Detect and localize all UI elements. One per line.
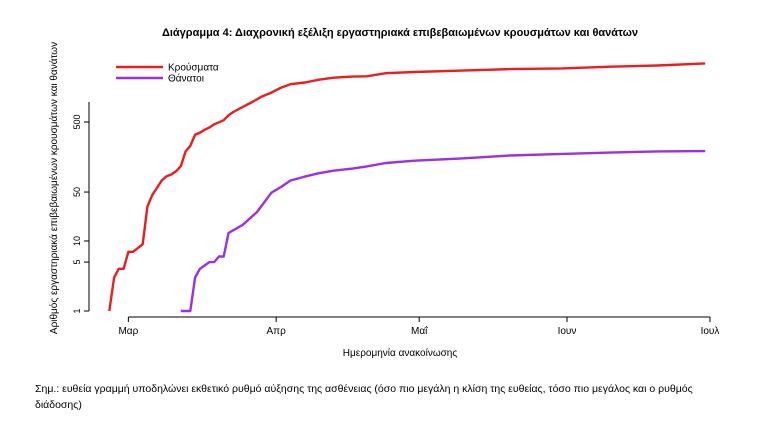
- y-tick-label: 500: [72, 115, 82, 130]
- series-line-Κρούσματα: [108, 62, 706, 312]
- x-tick-label: Απρ: [267, 326, 287, 337]
- axes: Μαρ Απρ Μαΐ Ιουν Ιουλ 1 5 10 50 500: [72, 102, 719, 337]
- x-tick-label: Ιουν: [558, 326, 577, 337]
- x-tick-label: Ιουλ: [701, 326, 720, 337]
- y-tick-label: 50: [72, 187, 82, 197]
- series-line-Θάνατοι: [180, 149, 706, 313]
- legend-label: Κρούσματα: [168, 62, 219, 74]
- y-axis-label: Αριθμός εργαστηριακά επιβεβαιωμένων κρου…: [48, 42, 60, 334]
- x-axis-label: Ημερομηνία ανακοίνωσης: [343, 347, 458, 359]
- series-lines: [108, 62, 706, 313]
- y-tick-label: 1: [72, 308, 82, 313]
- x-tick-label: Μαρ: [118, 326, 138, 337]
- y-tick-label: 5: [72, 260, 82, 265]
- legend-label: Θάνατοι: [168, 73, 204, 85]
- x-tick-label: Μαΐ: [411, 325, 428, 337]
- footnote: Σημ.: ευθεία γραμμή υποδηλώνει εκθετικό …: [35, 383, 693, 411]
- y-tick-label: 10: [72, 236, 82, 246]
- chart-title: Διάγραμμα 4: Διαχρονική εξέλιξη εργαστηρ…: [162, 27, 638, 39]
